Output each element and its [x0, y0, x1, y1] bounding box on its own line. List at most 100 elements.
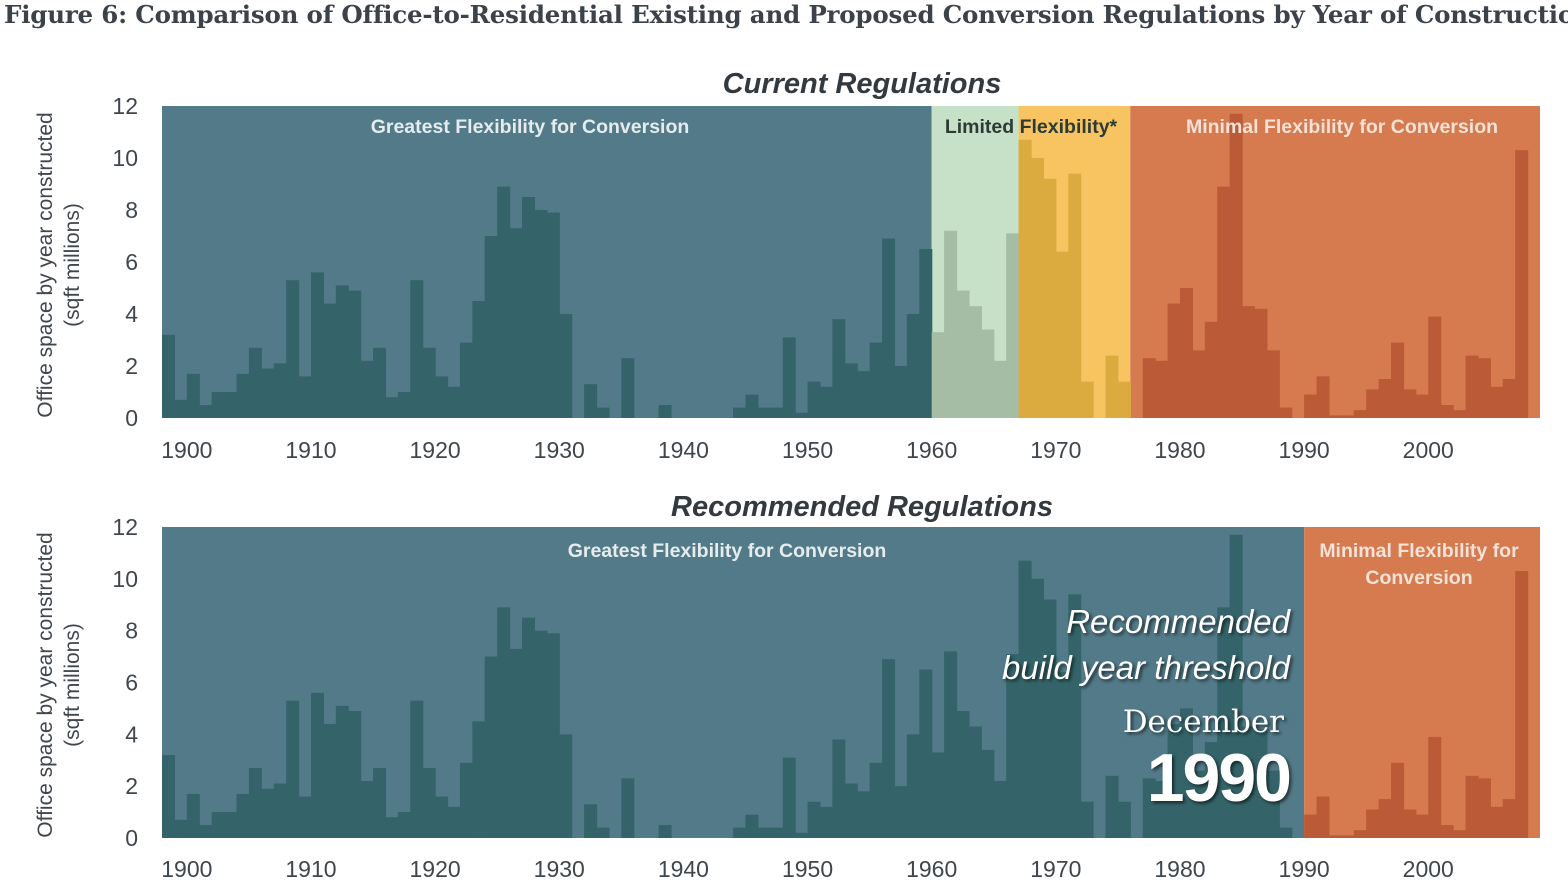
recommended-bar-1992 — [1328, 835, 1342, 838]
current-bar-2006 — [1502, 379, 1516, 418]
recommended-bar-1910 — [310, 692, 324, 838]
current-bar-1962 — [956, 290, 970, 418]
current-bar-1954 — [857, 371, 871, 418]
recommended-bar-1921 — [447, 806, 461, 838]
annotation-month: December — [1123, 704, 1284, 740]
current-bars — [162, 113, 1529, 419]
current-bar-1951 — [819, 386, 833, 418]
recommended-bar-1994 — [1353, 830, 1367, 838]
current-bar-1908 — [286, 280, 300, 418]
current-x-tick-1900: 1900 — [161, 437, 212, 463]
current-bar-1984 — [1229, 113, 1243, 419]
current-bar-1944 — [733, 407, 747, 418]
recommended-bar-1949 — [795, 832, 809, 838]
recommended-bar-1961 — [944, 651, 958, 838]
recommended-bar-1923 — [472, 721, 486, 839]
recommended-bar-1968 — [1031, 578, 1045, 838]
current-bar-1921 — [447, 386, 461, 418]
current-regulations-title: Current Regulations — [723, 68, 1002, 100]
current-bar-1974 — [1105, 355, 1119, 418]
recommended-bar-1998 — [1403, 809, 1417, 838]
recommended-bar-1925 — [497, 607, 511, 838]
current-y-axis-label: Office space by year constructed (sqft m… — [34, 112, 84, 417]
current-bar-1980 — [1179, 288, 1193, 418]
recommended-bar-1982 — [1204, 742, 1218, 838]
recommended-bar-1965 — [993, 780, 1007, 838]
recommended-bar-1958 — [906, 734, 920, 838]
recommended-bar-1912 — [335, 705, 349, 838]
recommended-bar-1899 — [174, 819, 188, 838]
recommended-bar-1928 — [534, 630, 548, 838]
current-bar-1990 — [1304, 394, 1318, 418]
current-bar-1918 — [410, 280, 424, 418]
current-bar-1905 — [248, 347, 262, 418]
current-bar-1906 — [261, 368, 275, 418]
current-bar-1960 — [931, 332, 945, 418]
current-bar-1963 — [968, 306, 982, 418]
recommended-bar-1906 — [261, 788, 275, 838]
recommended-bar-1980 — [1179, 708, 1193, 838]
current-bar-1957 — [894, 366, 908, 418]
recommended-x-tick-1990: 1990 — [1279, 856, 1330, 881]
recommended-bar-1929 — [546, 633, 560, 838]
recommended-bar-1970 — [1055, 672, 1069, 838]
recommended-x-tick-1930: 1930 — [534, 856, 585, 881]
recommended-x-ticks: 1900 1910 1920 1930 1940 1950 1960 1970 1980 1990… — [161, 856, 1454, 881]
current-x-ticks: 1900 1910 1920 1930 1940 1950 1960 1970 1980 1990… — [161, 437, 1454, 463]
recommended-bar-2004 — [1477, 778, 1491, 838]
recommended-bar-1951 — [819, 806, 833, 838]
recommended-bar-1967 — [1018, 560, 1032, 838]
recommended-x-tick-1920: 1920 — [410, 856, 461, 881]
recommended-bar-1959 — [919, 669, 933, 838]
recommended-bar-1975 — [1117, 801, 1131, 838]
current-bar-1926 — [509, 228, 523, 418]
recommended-y-tick-10: 10 — [112, 566, 138, 592]
current-x-tick-1920: 1920 — [410, 437, 461, 463]
recommended-bar-1904 — [236, 793, 250, 838]
recommended-bar-1990 — [1304, 814, 1318, 838]
recommended-bar-1983 — [1217, 607, 1231, 838]
current-bar-2007 — [1515, 150, 1529, 418]
current-y-tick-10: 10 — [112, 145, 138, 171]
recommended-bar-1957 — [894, 786, 908, 838]
current-bar-1948 — [782, 337, 796, 418]
current-bar-1912 — [335, 285, 349, 418]
current-bar-1959 — [919, 249, 933, 418]
recommended-bar-1935 — [621, 778, 635, 838]
recommended-bar-1978 — [1155, 780, 1169, 838]
recommended-x-tick-1950: 1950 — [782, 856, 833, 881]
recommended-bar-1972 — [1080, 801, 1094, 838]
current-bar-1924 — [484, 236, 498, 418]
recommended-bar-2001 — [1440, 825, 1454, 838]
recommended-bar-1920 — [435, 796, 449, 838]
recommended-bar-2003 — [1465, 775, 1479, 838]
current-bar-1998 — [1403, 389, 1417, 418]
recommended-bar-2000 — [1428, 736, 1442, 838]
recommended-x-tick-1900: 1900 — [161, 856, 212, 881]
current-bar-1900 — [186, 373, 200, 418]
current-bar-1911 — [323, 303, 337, 418]
current-bar-1968 — [1031, 158, 1045, 418]
current-bar-1920 — [435, 376, 449, 418]
recommended-bar-1985 — [1242, 726, 1256, 838]
recommended-bar-1966 — [1006, 653, 1020, 838]
recommended-bar-1964 — [981, 749, 995, 838]
recommended-bar-1913 — [348, 711, 362, 838]
current-x-tick-1910: 1910 — [285, 437, 336, 463]
recommended-y-tick-12: 12 — [112, 514, 138, 540]
current-y-tick-2: 2 — [125, 353, 138, 379]
recommended-y-axis-label-line2: (sqft millions) — [61, 623, 84, 747]
recommended-bar-1902 — [211, 812, 225, 838]
recommended-bar-1956 — [882, 659, 896, 838]
recommended-region-minimal-orange — [1304, 527, 1540, 838]
current-bar-1932 — [584, 384, 598, 418]
current-bar-1902 — [211, 392, 225, 418]
current-x-tick-2000: 2000 — [1403, 437, 1454, 463]
current-bar-1996 — [1378, 379, 1392, 418]
recommended-y-ticks: 0 2 4 6 8 10 12 — [112, 514, 138, 851]
current-bar-1935 — [621, 358, 635, 418]
recommended-bar-1991 — [1316, 796, 1330, 838]
current-bar-1945 — [745, 394, 759, 418]
recommended-bar-1900 — [186, 793, 200, 838]
current-bar-1981 — [1192, 350, 1206, 418]
